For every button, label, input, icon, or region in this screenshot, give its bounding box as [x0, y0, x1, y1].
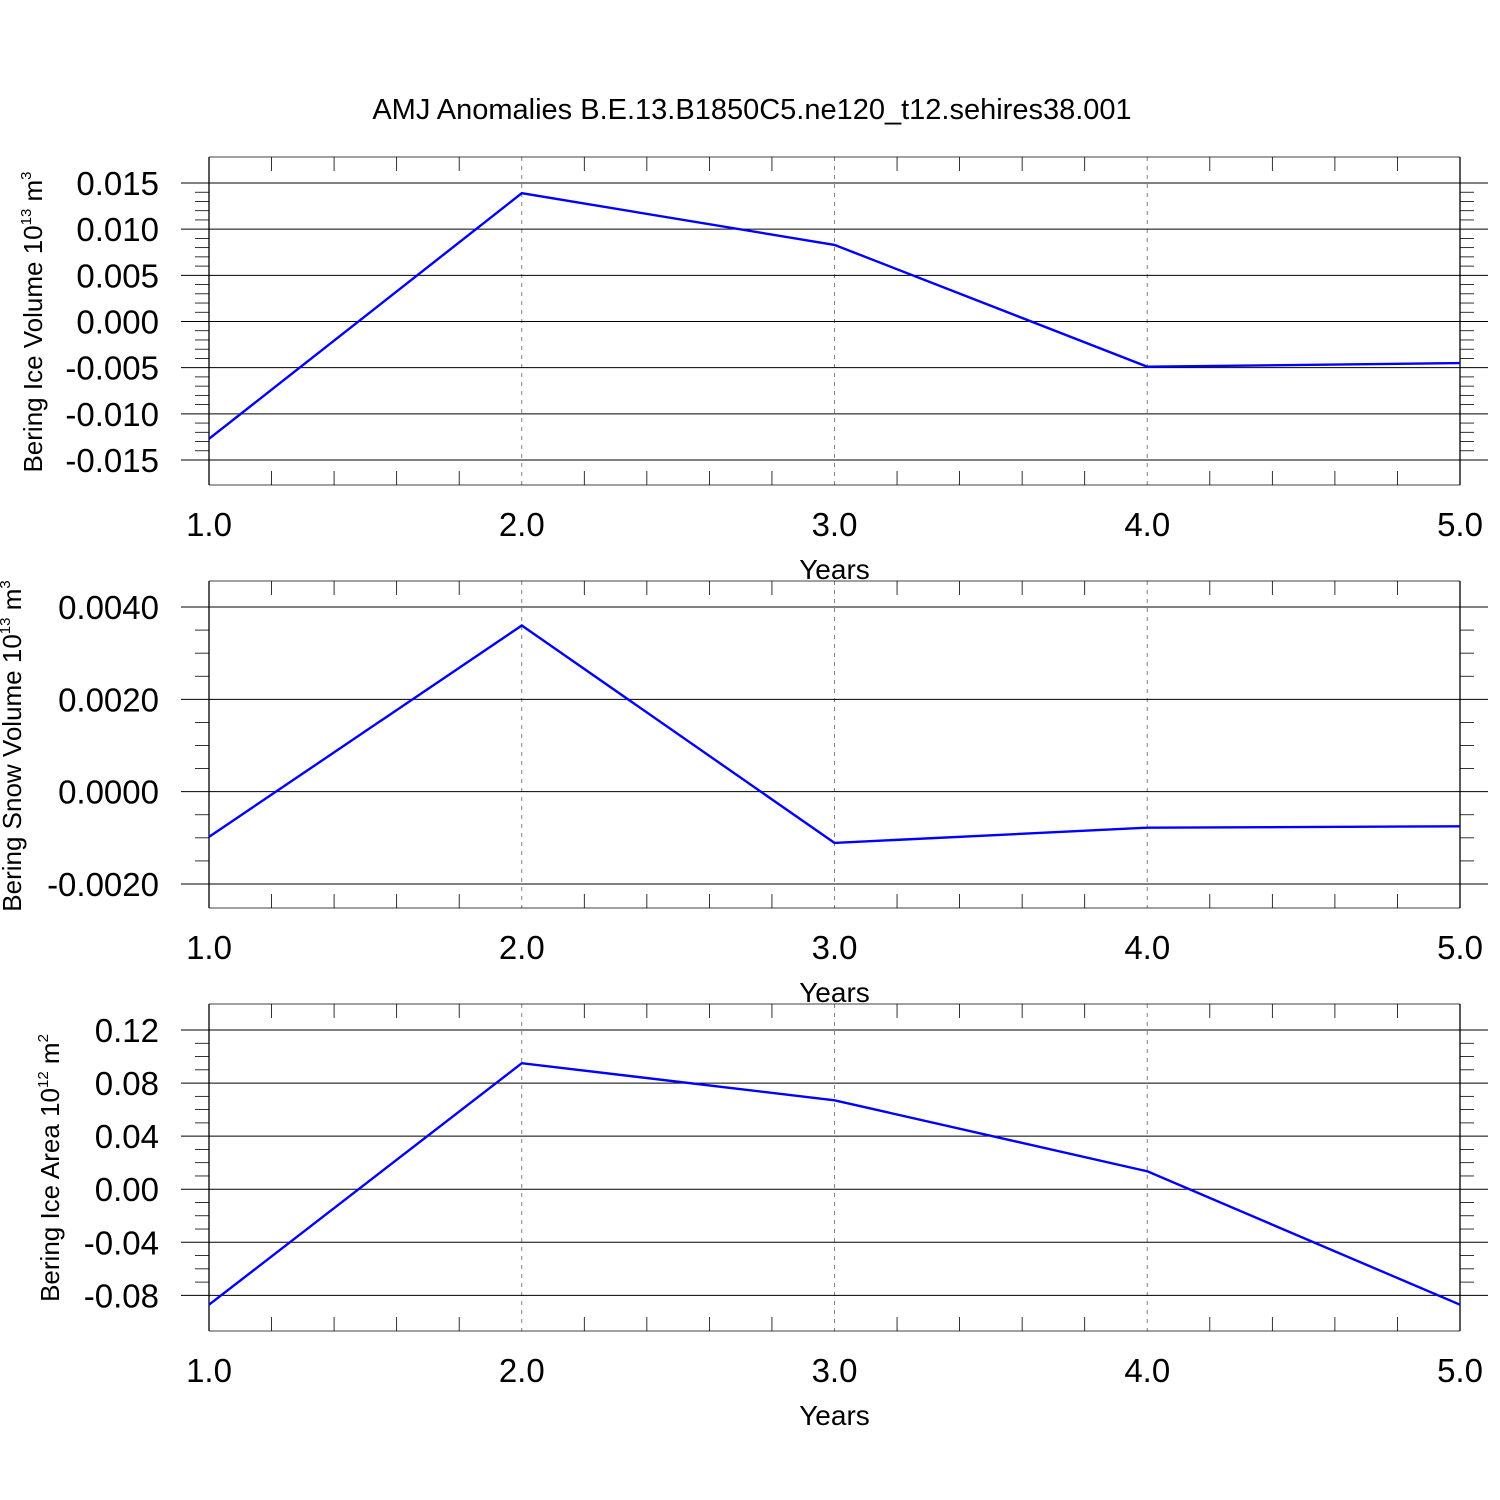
- x-tick-label: 2.0: [499, 1352, 545, 1389]
- series-line-1: [208, 624, 1461, 845]
- y-tick-label: 0.000: [76, 304, 159, 341]
- x-tick-label: 1.0: [186, 506, 232, 543]
- x-tick-label: 4.0: [1124, 1352, 1170, 1389]
- y-axis-label: Bering Snow Volume 1013 m3: [0, 580, 27, 911]
- y-tick-label: 0.010: [76, 211, 159, 248]
- y-tick-label: 0.00: [95, 1171, 159, 1208]
- y-tick-label: 0.0000: [58, 774, 159, 811]
- panel-1: 0.015 0.010 0.005 0.000 -0.005 -0.010 -0.015 1.…: [18, 156, 1488, 585]
- x-tick-label: 3.0: [812, 506, 858, 543]
- x-tick-label: 5.0: [1437, 1352, 1483, 1389]
- x-tick-label: 5.0: [1437, 506, 1483, 543]
- x-tick-label: 3.0: [812, 929, 858, 966]
- panel-2: 0.0040 0.0020 0.0000 -0.0020 1.0 2.0 3.0 4.0 5.0…: [0, 580, 1488, 1008]
- y-tick-label: 0.12: [95, 1012, 159, 1049]
- y-tick-label: -0.005: [65, 350, 159, 387]
- x-tick-label: 4.0: [1124, 506, 1170, 543]
- x-tick-label: 3.0: [812, 1352, 858, 1389]
- y-tick-label: -0.0020: [47, 866, 159, 903]
- y-tick-label: -0.010: [65, 396, 159, 433]
- x-tick-label: 4.0: [1124, 929, 1170, 966]
- x-tick-label: 5.0: [1437, 929, 1483, 966]
- x-tick-label: 2.0: [499, 506, 545, 543]
- x-tick-label: 1.0: [186, 929, 232, 966]
- y-tick-label: -0.015: [65, 442, 159, 479]
- y-tick-label: -0.08: [84, 1277, 159, 1314]
- panels: 0.015 0.010 0.005 0.000 -0.005 -0.010 -0.015 1.…: [0, 156, 1488, 1431]
- y-tick-label: -0.04: [84, 1224, 159, 1261]
- y-tick-label: 0.015: [76, 165, 159, 202]
- x-tick-label: 2.0: [499, 929, 545, 966]
- y-tick-label: 0.08: [95, 1065, 159, 1102]
- x-axis-label: Years: [799, 554, 870, 585]
- x-tick-label: 1.0: [186, 1352, 232, 1389]
- x-axis-label: Years: [799, 977, 870, 1008]
- y-tick-label: 0.0020: [58, 681, 159, 718]
- y-axis-label: Bering Ice Area 1012 m2: [35, 1034, 65, 1302]
- y-tick-label: 0.04: [95, 1118, 159, 1155]
- series-line-1: [208, 1061, 1461, 1306]
- chart-title: AMJ Anomalies B.E.13.B1850C5.ne120_t12.s…: [372, 94, 1131, 126]
- y-axis-label: Bering Ice Volume 1013 m3: [18, 171, 48, 472]
- series-line-1: [208, 191, 1461, 440]
- panel-3: 0.12 0.08 0.04 0.00 -0.04 -0.08 1.0 2.0 3.0 4.0 5.…: [35, 1003, 1488, 1431]
- y-tick-label: 0.0040: [58, 589, 159, 626]
- x-axis-label: Years: [799, 1400, 870, 1431]
- y-tick-label: 0.005: [76, 257, 159, 294]
